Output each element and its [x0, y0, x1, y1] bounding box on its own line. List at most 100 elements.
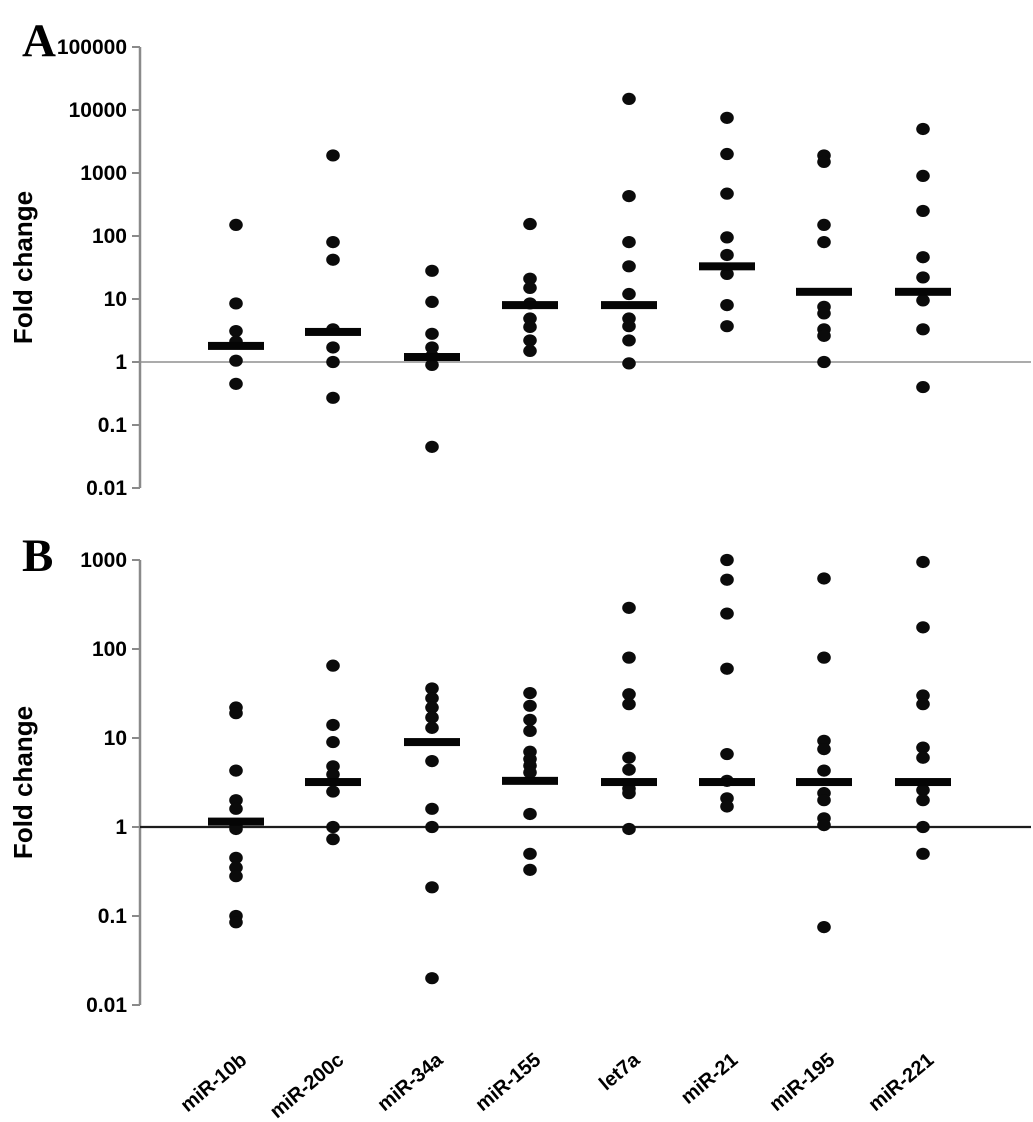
y-tick-label: 10000 [69, 99, 127, 122]
y-tick-label: 100 [92, 225, 127, 248]
data-point [326, 253, 340, 266]
data-point [720, 111, 734, 124]
data-point [523, 807, 537, 821]
data-point [817, 921, 831, 934]
data-point [720, 662, 734, 675]
data-point [229, 870, 243, 883]
data-point [622, 236, 636, 249]
x-tick-label: miR-10b [177, 1049, 252, 1117]
data-point [622, 287, 636, 301]
data-point [425, 701, 439, 714]
y-axis-title: Fold change [8, 191, 38, 344]
data-point [916, 820, 930, 834]
data-point [326, 236, 340, 249]
series-miR-34a [404, 682, 460, 985]
data-point [817, 743, 831, 756]
data-point [425, 692, 439, 705]
data-point [817, 819, 831, 832]
data-point [523, 334, 537, 347]
data-point [916, 689, 930, 702]
data-point [229, 218, 243, 232]
data-point [425, 721, 439, 734]
data-point [817, 764, 831, 777]
data-point [916, 698, 930, 711]
series-miR-10b [208, 218, 264, 390]
data-point [425, 881, 439, 894]
y-tick-label: 100000 [57, 36, 127, 59]
data-point [523, 724, 537, 738]
data-point [425, 711, 439, 724]
data-point [326, 785, 340, 798]
series-miR-200c [305, 149, 361, 404]
data-point [523, 713, 537, 726]
panel-b-letter: B [22, 530, 54, 582]
data-point [817, 307, 831, 320]
data-point [916, 783, 930, 797]
data-point [720, 248, 734, 262]
data-point [229, 822, 243, 836]
data-point [229, 354, 243, 367]
x-tick-label: miR-195 [765, 1049, 839, 1116]
data-point [916, 251, 930, 264]
data-point [916, 621, 930, 634]
data-point [229, 297, 243, 310]
data-point [817, 794, 831, 807]
data-point [425, 802, 439, 815]
median-bar [895, 778, 951, 787]
series-miR-221 [895, 555, 951, 860]
series-miR-155 [502, 217, 558, 358]
data-point [916, 204, 930, 218]
data-point [523, 272, 537, 285]
data-point [425, 972, 439, 985]
data-point [720, 231, 734, 244]
y-tick-label: 100 [92, 638, 127, 661]
data-point [229, 377, 243, 390]
data-point [622, 651, 636, 664]
data-point [622, 92, 636, 106]
data-point [817, 355, 831, 369]
data-point [720, 573, 734, 586]
data-point [916, 294, 930, 307]
data-point [523, 312, 537, 325]
data-point [229, 794, 243, 807]
x-tick-label: miR-155 [471, 1049, 545, 1116]
data-point [622, 320, 636, 333]
median-bar [699, 262, 755, 271]
data-point [326, 355, 340, 369]
data-point [425, 264, 439, 277]
series-miR-195 [796, 149, 852, 369]
x-tick-label: miR-21 [677, 1049, 742, 1109]
median-bar [404, 353, 460, 362]
y-tick-label: 1000 [80, 162, 127, 185]
data-point [720, 147, 734, 161]
y-tick-label: 10 [104, 727, 127, 750]
data-point [523, 863, 537, 876]
data-point [622, 763, 636, 776]
data-point [622, 260, 636, 273]
series-miR-155 [502, 686, 558, 876]
data-point [622, 787, 636, 800]
data-point [622, 601, 636, 614]
data-point [622, 357, 636, 370]
data-point [326, 718, 340, 732]
series-miR-200c [305, 659, 361, 846]
data-point [229, 861, 243, 874]
y-tick-label: 0.01 [86, 477, 127, 500]
data-point [523, 847, 537, 860]
data-point [326, 659, 340, 672]
median-bar [305, 778, 361, 787]
data-point [622, 822, 636, 836]
median-bar [208, 817, 264, 826]
data-point [326, 149, 340, 162]
data-point [916, 380, 930, 394]
panel-a-plot: 100000 10000 1000 100 10 1 0.1 0.01 Fold change [8, 36, 1031, 500]
data-point [720, 553, 734, 567]
data-point [425, 682, 439, 695]
series-miR-10b [208, 701, 264, 929]
data-point [523, 766, 537, 779]
median-bar [305, 327, 361, 336]
data-point [229, 802, 243, 815]
data-point [425, 440, 439, 453]
